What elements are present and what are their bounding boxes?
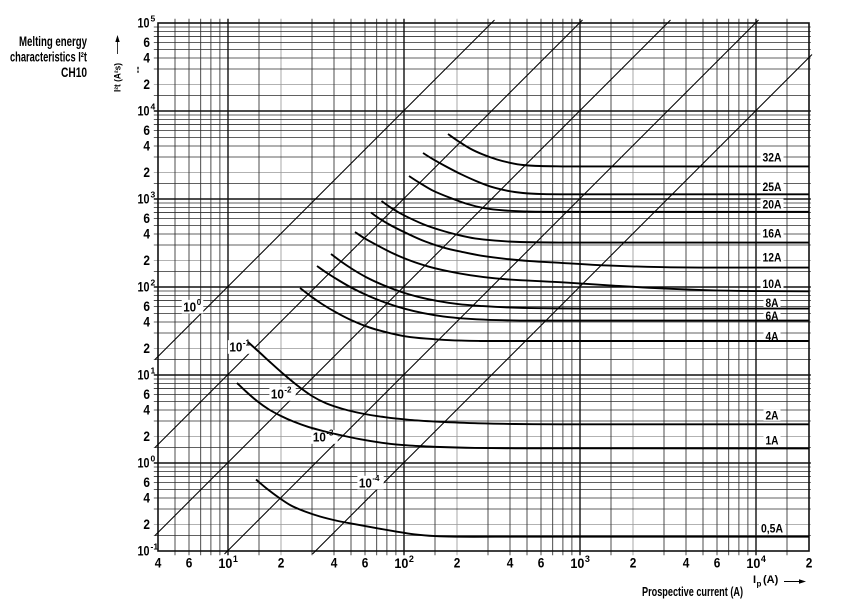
svg-text:10: 10 <box>183 300 196 314</box>
svg-text:4: 4 <box>155 556 162 571</box>
svg-text:4: 4 <box>143 491 150 506</box>
svg-text:4: 4 <box>151 102 156 112</box>
svg-text:I²t (A²s): I²t (A²s) <box>113 63 123 92</box>
svg-text:10: 10 <box>218 556 232 571</box>
svg-text:CH10: CH10 <box>61 65 87 80</box>
svg-text:6: 6 <box>143 35 150 50</box>
svg-text:-1: -1 <box>243 339 251 348</box>
svg-text:10: 10 <box>394 556 408 571</box>
svg-text:10: 10 <box>570 556 584 571</box>
svg-text:10: 10 <box>138 192 150 207</box>
svg-text:6: 6 <box>714 556 721 571</box>
svg-text:10: 10 <box>271 388 284 402</box>
svg-text:4: 4 <box>331 556 338 571</box>
svg-text:2: 2 <box>151 278 156 288</box>
svg-text:6: 6 <box>143 387 150 402</box>
svg-text:0: 0 <box>197 298 202 307</box>
svg-text:4: 4 <box>143 315 150 330</box>
svg-text:6: 6 <box>143 211 150 226</box>
svg-text:6: 6 <box>362 556 369 571</box>
svg-text:20A: 20A <box>763 199 782 211</box>
svg-text:2: 2 <box>143 517 150 532</box>
svg-text:6: 6 <box>143 123 150 138</box>
svg-text:6: 6 <box>186 556 193 571</box>
svg-text:4: 4 <box>143 227 150 242</box>
svg-text:32A: 32A <box>763 153 782 165</box>
svg-text:2: 2 <box>409 554 414 564</box>
svg-text:-4: -4 <box>372 474 380 483</box>
svg-text:10: 10 <box>138 368 150 383</box>
svg-text:0,5A: 0,5A <box>761 524 783 536</box>
svg-text:I: I <box>753 574 756 586</box>
svg-text:10A: 10A <box>763 279 782 291</box>
svg-text:0: 0 <box>151 454 156 464</box>
svg-text:25A: 25A <box>763 182 782 194</box>
svg-text:Melting energy: Melting energy <box>19 34 87 49</box>
svg-text:3: 3 <box>151 190 156 200</box>
svg-text:2: 2 <box>806 556 813 571</box>
svg-text:10: 10 <box>138 16 150 31</box>
svg-text:5: 5 <box>151 14 156 24</box>
svg-text:2: 2 <box>454 556 461 571</box>
svg-text:1A: 1A <box>766 435 779 447</box>
svg-text:10: 10 <box>746 556 760 571</box>
svg-text:characteristics I²t: characteristics I²t <box>10 50 87 65</box>
svg-text:1: 1 <box>151 366 156 376</box>
svg-text:4: 4 <box>143 139 150 154</box>
svg-text:10: 10 <box>229 341 242 355</box>
svg-text:4: 4 <box>507 556 514 571</box>
svg-text:10: 10 <box>359 476 372 490</box>
svg-text:10: 10 <box>138 280 150 295</box>
svg-text:-2: -2 <box>284 386 292 395</box>
svg-text:2: 2 <box>143 341 150 356</box>
svg-text:6: 6 <box>143 475 150 490</box>
svg-text:2: 2 <box>278 556 285 571</box>
svg-text:6: 6 <box>538 556 545 571</box>
svg-text:6: 6 <box>143 299 150 314</box>
svg-text:8A: 8A <box>766 298 779 310</box>
svg-text:16A: 16A <box>763 229 782 241</box>
svg-text:-1: -1 <box>151 542 159 552</box>
svg-text:2: 2 <box>143 165 150 180</box>
svg-text:10: 10 <box>138 544 150 559</box>
svg-text:2: 2 <box>630 556 637 571</box>
svg-text:Prospective current (A): Prospective current (A) <box>642 585 743 599</box>
svg-text:3: 3 <box>585 554 590 564</box>
svg-text:4: 4 <box>683 556 690 571</box>
svg-text:10: 10 <box>313 431 326 445</box>
svg-text:(A): (A) <box>763 574 779 586</box>
svg-text:10: 10 <box>138 104 150 119</box>
svg-text:p: p <box>757 580 762 589</box>
svg-text:2: 2 <box>143 77 150 92</box>
svg-text:2: 2 <box>143 429 150 444</box>
svg-text:4: 4 <box>761 554 766 564</box>
svg-text:4: 4 <box>143 51 150 66</box>
svg-text:2: 2 <box>143 253 150 268</box>
svg-text:12A: 12A <box>763 253 782 265</box>
svg-text:2A: 2A <box>766 410 779 422</box>
svg-text:1: 1 <box>233 554 238 564</box>
svg-text:10: 10 <box>138 456 150 471</box>
svg-text:4: 4 <box>143 403 150 418</box>
